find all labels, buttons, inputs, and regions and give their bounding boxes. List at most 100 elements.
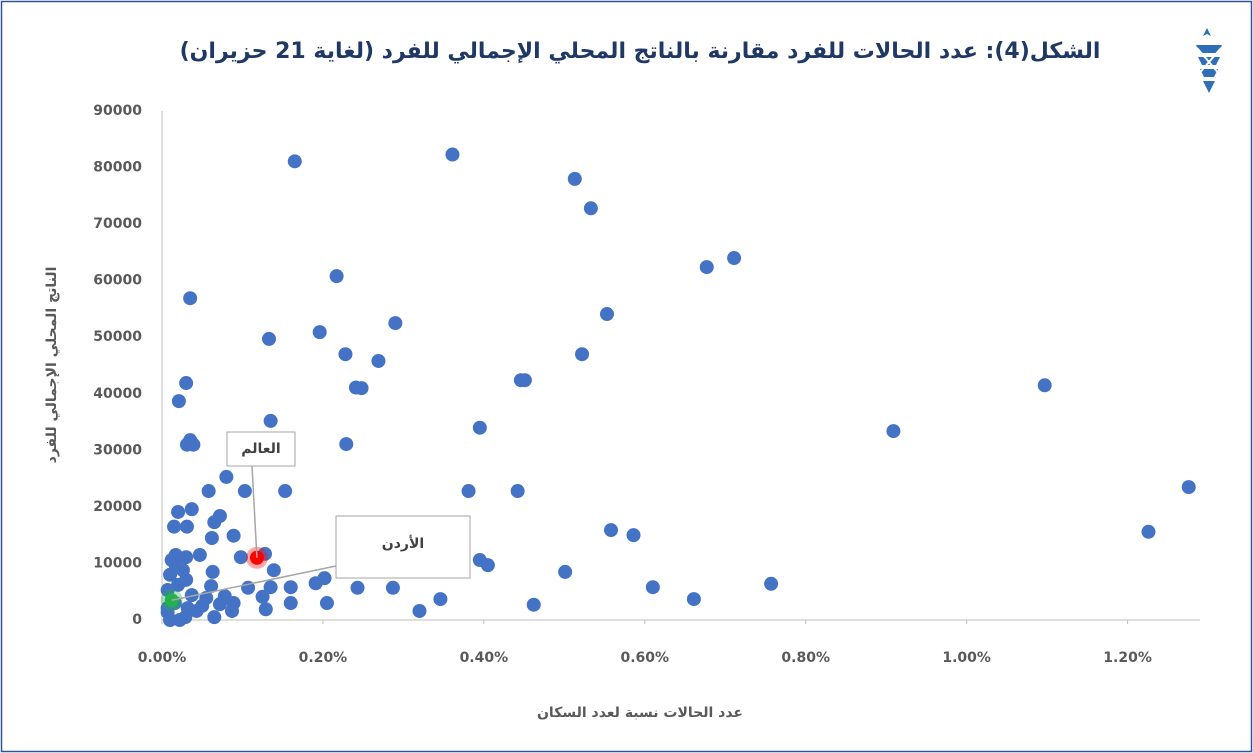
logo	[1196, 28, 1222, 93]
point	[180, 601, 195, 616]
point	[626, 528, 641, 543]
point	[237, 484, 252, 499]
point	[764, 576, 779, 591]
callout-box	[226, 431, 296, 467]
point	[167, 519, 182, 534]
point	[517, 373, 532, 388]
point	[219, 469, 234, 484]
point	[172, 613, 187, 627]
point	[354, 381, 369, 396]
y-tick-label: 80000	[93, 160, 142, 176]
point	[558, 564, 573, 579]
point	[184, 502, 199, 517]
point	[233, 550, 248, 565]
point	[263, 413, 278, 428]
point	[338, 347, 353, 362]
point	[603, 523, 618, 538]
y-tick-label: 60000	[93, 273, 142, 289]
point	[472, 420, 487, 435]
point	[412, 603, 427, 618]
x-tick-label: 0.80%	[781, 650, 830, 666]
point	[350, 580, 365, 595]
point	[312, 325, 327, 340]
point	[283, 596, 298, 611]
point	[385, 580, 400, 595]
point	[1141, 524, 1156, 539]
point	[186, 437, 201, 452]
point	[583, 201, 598, 216]
point	[226, 528, 241, 543]
point	[445, 147, 460, 162]
point	[179, 550, 194, 565]
point	[1037, 378, 1052, 393]
point	[278, 484, 293, 499]
x-tick-label: 0.20%	[299, 650, 348, 666]
point	[433, 592, 448, 607]
point	[192, 547, 207, 562]
x-axis-label: عدد الحالات نسبة لعدد السكان	[537, 705, 743, 721]
point	[886, 424, 901, 439]
point	[480, 558, 495, 573]
point	[526, 597, 541, 612]
point	[308, 576, 323, 591]
point	[645, 580, 660, 595]
point	[329, 269, 344, 284]
point	[163, 567, 178, 582]
y-axis-label: الناتج المحلي الإجمالي للفرد	[44, 267, 60, 464]
point	[371, 353, 386, 368]
point	[575, 347, 590, 362]
point	[287, 154, 302, 169]
y-tick-label: 70000	[93, 216, 142, 232]
x-tick-label: 1.20%	[1103, 650, 1152, 666]
point	[184, 588, 199, 603]
point	[263, 580, 278, 595]
point	[204, 530, 219, 545]
point	[258, 602, 273, 617]
point	[255, 589, 270, 604]
point	[171, 577, 186, 592]
point	[599, 307, 614, 322]
callout-line	[251, 465, 258, 558]
point	[183, 291, 198, 306]
point	[179, 519, 194, 534]
point	[1181, 480, 1196, 495]
y-tick-label: 90000	[93, 103, 142, 119]
point	[207, 515, 222, 530]
chart-title: الشكل(4): عدد الحالات للفرد مقارنة بالنا…	[180, 39, 1101, 64]
point	[212, 597, 227, 612]
y-tick-label: 30000	[93, 442, 142, 458]
y-tick-label: 40000	[93, 386, 142, 402]
point	[171, 504, 186, 519]
point	[205, 564, 220, 579]
point	[195, 598, 210, 613]
point	[171, 394, 186, 409]
callout-line	[171, 565, 337, 601]
x-tick-label: 0.00%	[138, 650, 187, 666]
point	[567, 171, 582, 186]
point	[201, 484, 216, 499]
point	[283, 580, 298, 595]
y-tick-label: 10000	[93, 555, 142, 571]
point	[699, 260, 714, 275]
y-tick-label: 50000	[93, 329, 142, 345]
y-tick-label: 0	[132, 612, 142, 628]
callout-label: الأردن	[382, 535, 424, 552]
point	[461, 484, 476, 499]
point	[225, 603, 240, 618]
x-tick-label: 0.40%	[460, 650, 509, 666]
point	[686, 592, 701, 607]
point	[339, 437, 354, 452]
point	[510, 484, 525, 499]
x-tick-label: 1.00%	[942, 650, 991, 666]
point	[319, 596, 334, 611]
callout-label: العالم	[241, 441, 280, 457]
point	[266, 563, 281, 578]
x-tick-label: 0.60%	[621, 650, 670, 666]
point	[262, 331, 277, 346]
y-tick-label: 20000	[93, 499, 142, 515]
point	[207, 610, 222, 625]
point	[168, 547, 183, 562]
point	[388, 316, 403, 331]
